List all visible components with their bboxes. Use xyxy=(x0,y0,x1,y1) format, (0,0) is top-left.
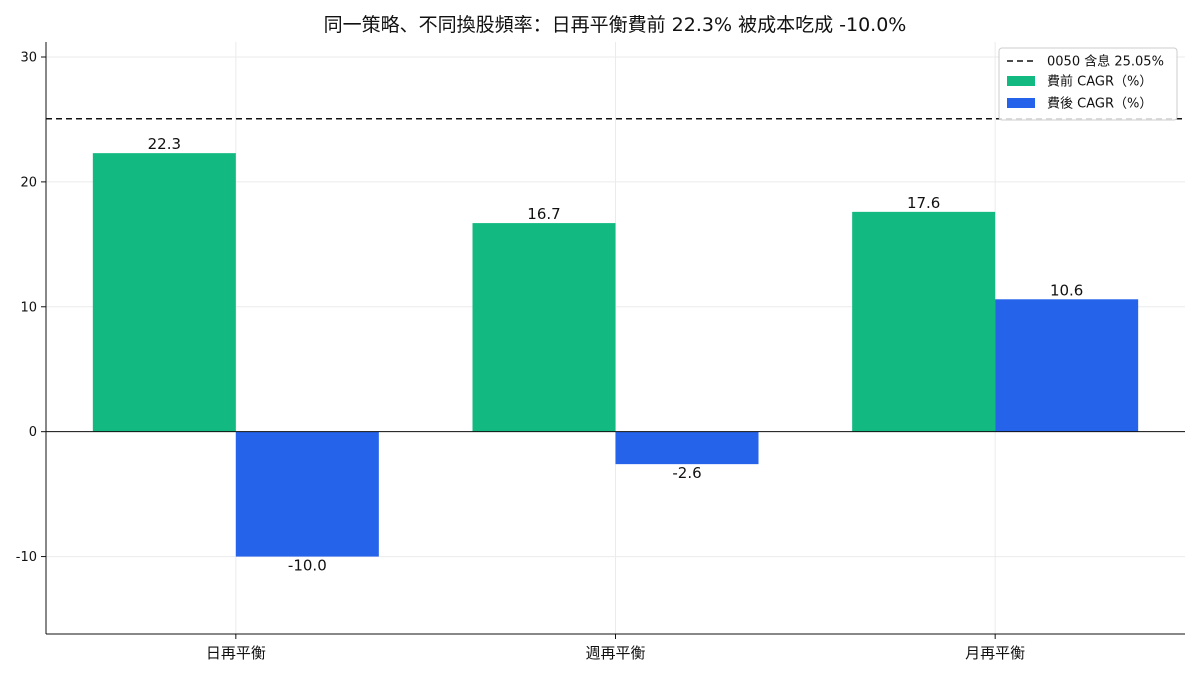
chart-title: 同一策略、不同換股頻率：日再平衡費前 22.3% 被成本吃成 -10.0% xyxy=(324,14,907,36)
data-label: -10.0 xyxy=(288,557,327,575)
data-label: -2.6 xyxy=(672,464,701,482)
x-tick-label: 月再平衡 xyxy=(965,644,1025,662)
data-label: 16.7 xyxy=(527,205,560,223)
legend-swatch xyxy=(1007,98,1035,108)
legend-box xyxy=(998,47,1178,121)
legend: 0050 含息 25.05% 費前 CAGR（%） 費後 CAGR（%） xyxy=(998,47,1178,121)
y-tick-label: 30 xyxy=(20,50,37,65)
legend-label: 費後 CAGR（%） xyxy=(1047,97,1152,112)
legend-swatch xyxy=(1007,76,1035,86)
bars-layer xyxy=(92,153,1139,557)
x-tick-label: 日再平衡 xyxy=(206,644,266,662)
bar-pre-fee xyxy=(472,223,616,432)
y-tick-label: 20 xyxy=(20,175,37,190)
data-labels-layer: 22.3 16.7 17.6 -10.0 -2.6 10.6 xyxy=(148,135,1084,574)
y-tick-label: 0 xyxy=(29,425,37,440)
data-label: 10.6 xyxy=(1050,281,1083,299)
data-label: 17.6 xyxy=(907,194,940,212)
bar-pre-fee xyxy=(852,211,996,432)
axes-layer: -10 0 10 20 30 日再平衡 週再平衡 月再平衡 xyxy=(16,42,1185,662)
bar-post-fee xyxy=(995,299,1139,432)
legend-label-reference: 0050 含息 25.05% xyxy=(1047,54,1164,70)
x-tick-label: 週再平衡 xyxy=(585,644,645,662)
bar-post-fee xyxy=(615,431,759,465)
data-label: 22.3 xyxy=(148,135,181,153)
y-tick-label: -10 xyxy=(16,550,37,565)
bar-post-fee xyxy=(235,431,379,557)
y-tick-label: 10 xyxy=(20,300,37,315)
legend-label: 費前 CAGR（%） xyxy=(1047,74,1152,90)
bar-pre-fee xyxy=(92,153,236,432)
